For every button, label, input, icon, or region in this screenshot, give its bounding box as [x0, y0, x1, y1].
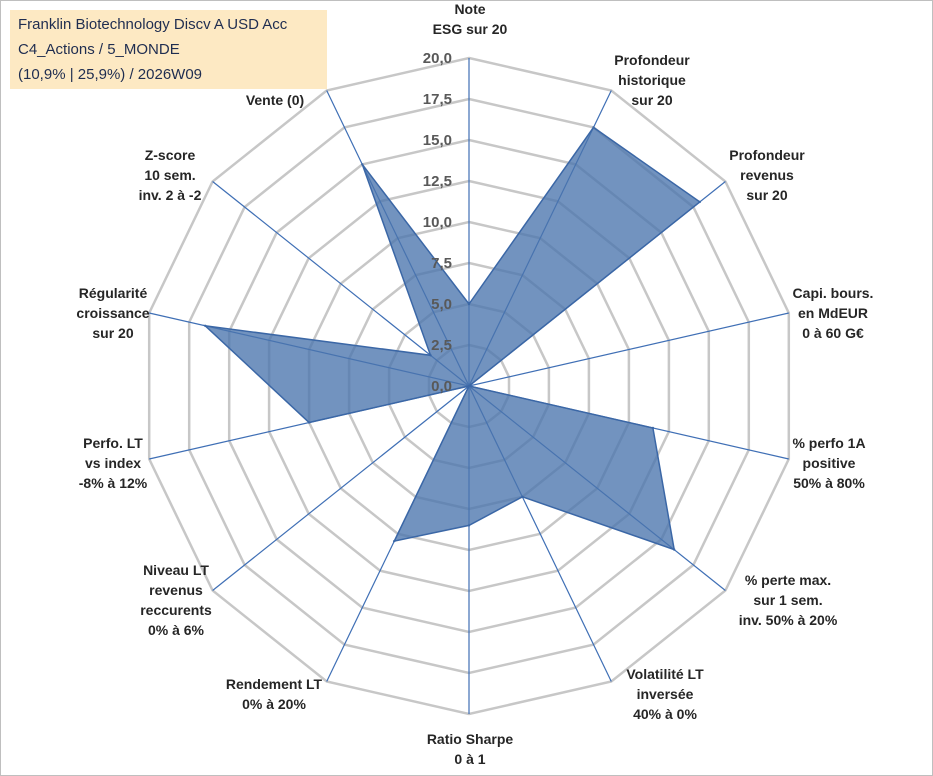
axis-label-line: % perfo 1A [792, 435, 865, 451]
axis-label-line: ESG sur 20 [433, 21, 508, 37]
data-point [467, 302, 471, 306]
axis-label-line: inversée [637, 686, 694, 702]
axis-label-line: sur 20 [746, 187, 787, 203]
axis-labels: Note ESG sur 20 Profondeur historique sur 20… [76, 1, 873, 767]
axis-label-line: sur 20 [92, 325, 133, 341]
data-point [307, 421, 311, 424]
axis-label-line: historique [618, 72, 686, 88]
axis-label: Niveau LT revenus reccurents 0% à 6% [140, 562, 212, 638]
axis-label: Profondeur revenus sur 20 [729, 147, 805, 203]
axis-label-line: Note [454, 1, 485, 17]
axis-label-line: revenus [740, 167, 794, 183]
axis-label-line: 10 sem. [144, 167, 195, 183]
data-point [429, 354, 432, 357]
data-point [521, 495, 524, 498]
axis-label-line: sur 1 sem. [753, 592, 822, 608]
axis-label-line: Profondeur [614, 52, 690, 68]
axis-label-line: Rendement LT [226, 676, 323, 692]
axis-label: Ratio Sharpe 0 à 1 [427, 731, 514, 767]
data-point [204, 324, 207, 327]
axis-label-line: positive [803, 455, 856, 471]
axis-label-line: -8% à 12% [79, 475, 148, 491]
fund-info-box: Franklin Biotechnology Discv A USD Acc C… [10, 10, 327, 89]
axis-label-line: 0% à 20% [242, 696, 306, 712]
axis-label: % perte max. sur 1 sem. inv. 50% à 20% [739, 572, 838, 628]
axis-label-line: Vente (0) [246, 92, 304, 108]
axis-label-line: vs index [85, 455, 141, 471]
axis-label-line: en MdEUR [798, 305, 868, 321]
data-point [361, 163, 364, 166]
data-point [592, 126, 595, 129]
axis-label: Rendement LT 0% à 20% [226, 676, 323, 712]
axis-spoke [468, 312, 789, 387]
tick-label: 12,5 [423, 173, 452, 190]
axis-label-line: Niveau LT [143, 562, 209, 578]
data-point [651, 426, 655, 430]
data-point [467, 524, 471, 527]
axis-label-line: Z-score [145, 147, 196, 163]
axis-label: Note ESG sur 20 [433, 1, 508, 37]
axis-label: Perfo. LT vs index -8% à 12% [79, 435, 148, 491]
axis-label-line: 40% à 0% [633, 706, 697, 722]
tick-label: 5,0 [431, 296, 452, 313]
axis-label: Z-score 10 sem. inv. 2 à -2 [139, 147, 202, 203]
axis-label-line: 0% à 6% [148, 622, 205, 638]
axis-label-line: 0 à 1 [454, 751, 485, 767]
axis-label: % perfo 1A positive 50% à 80% [792, 435, 865, 491]
radar-series [202, 126, 702, 551]
axis-label-line: 0 à 60 G€ [802, 325, 864, 341]
tick-label: 0,0 [431, 378, 452, 395]
axis-label-line: Régularité [79, 285, 148, 301]
fund-stats-week: (10,9% | 25,9%) / 2026W09 [18, 66, 202, 83]
axis-label-line: Perfo. LT [83, 435, 143, 451]
axis-label: Profondeur historique sur 20 [614, 52, 690, 108]
data-point [393, 539, 396, 543]
data-point [673, 548, 676, 551]
axis-label: Capi. bours. en MdEUR 0 à 60 G€ [793, 285, 874, 341]
fund-name: Franklin Biotechnology Discv A USD Acc [18, 16, 288, 33]
axis-spoke [212, 385, 470, 591]
axis-label-line: revenus [149, 582, 203, 598]
axis-label-line: 50% à 80% [793, 475, 865, 491]
axis-label: Volatilité LT inversée 40% à 0% [626, 666, 704, 722]
axis-label-line: inv. 2 à -2 [139, 187, 202, 203]
radial-tick-labels: 0,0 2,5 5,0 7,5 10,0 12,5 15,0 17,5 20,0 [423, 50, 452, 395]
axis-label-line: reccurents [140, 602, 212, 618]
axis-label-line: Capi. bours. [793, 285, 874, 301]
data-point [467, 384, 471, 388]
tick-label: 2,5 [431, 337, 452, 354]
axis-label-line: Ratio Sharpe [427, 731, 514, 747]
axis-label-line: croissance [76, 305, 149, 321]
axis-spoke [212, 181, 470, 387]
axis-label-line: sur 20 [631, 92, 672, 108]
tick-label: 15,0 [423, 132, 452, 149]
tick-label: 17,5 [423, 91, 452, 108]
series-area [202, 126, 702, 551]
axis-label: Régularité croissance sur 20 [76, 285, 149, 341]
tick-label: 20,0 [423, 50, 452, 67]
data-point [698, 200, 701, 204]
axis-label-line: % perte max. [745, 572, 831, 588]
axis-label-line: Profondeur [729, 147, 805, 163]
tick-label: 7,5 [431, 255, 452, 272]
axis-label-line: inv. 50% à 20% [739, 612, 838, 628]
axis-label-line: Volatilité LT [626, 666, 704, 682]
tick-label: 10,0 [423, 214, 452, 231]
fund-category: C4_Actions / 5_MONDE [18, 41, 180, 58]
